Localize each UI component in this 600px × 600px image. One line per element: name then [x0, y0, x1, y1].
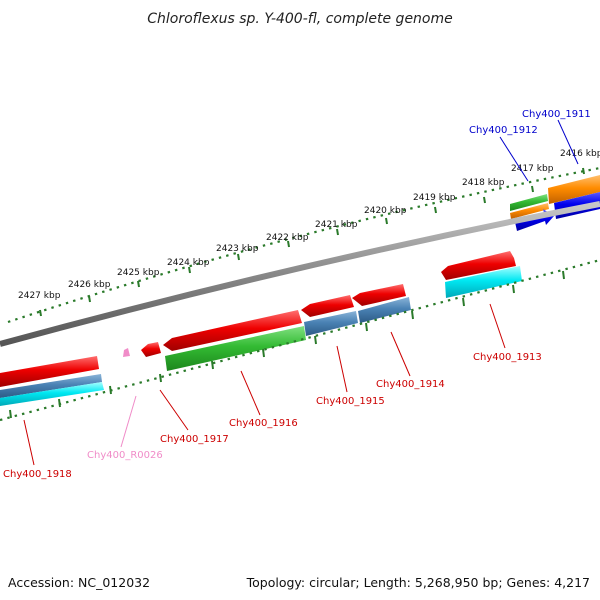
gene-label[interactable]: Chy400_1917: [160, 434, 229, 445]
tick-label: 2416 kbp: [560, 149, 600, 159]
gene-labels: Chy400_1911 Chy400_1912 Chy400_1913 Chy4…: [3, 109, 591, 480]
gene-chy400-1912-orange[interactable]: [510, 203, 549, 219]
accession-text: Accession: NC_012032: [8, 575, 151, 590]
gene-label[interactable]: Chy400_1916: [229, 418, 298, 429]
inner-ruler: [0, 258, 600, 422]
leader-1915: [336, 345, 348, 393]
tick-label: 2424 kbp: [167, 258, 210, 268]
gene-chy400-1916-green[interactable]: [165, 326, 306, 371]
gene-chy400-1915-steel[interactable]: [304, 311, 358, 336]
gene-chy400-1916[interactable]: [163, 310, 302, 351]
tick-label: 2419 kbp: [413, 193, 456, 203]
leader-1911: [557, 119, 579, 165]
genome-backbone: [0, 201, 600, 347]
gene-chy400-1912-green[interactable]: [510, 194, 548, 211]
genome-summary-text: Topology: circular; Length: 5,268,950 bp…: [246, 575, 590, 590]
ruler-tick-labels: 2427 kbp 2426 kbp 2425 kbp 2424 kbp 2423…: [18, 149, 600, 301]
tick-label: 2425 kbp: [117, 268, 160, 278]
tick-label: 2426 kbp: [68, 280, 111, 290]
outer-ruler-major-ticks: [39, 167, 585, 317]
gene-label[interactable]: Chy400_1911: [522, 109, 591, 120]
tick-label: 2427 kbp: [18, 291, 61, 301]
gene-chy400-1911-orange[interactable]: [548, 175, 600, 204]
leader-r0026: [120, 395, 137, 448]
reverse-genes-red: [0, 251, 516, 387]
tick-label: 2420 kbp: [364, 206, 407, 216]
leader-1912: [499, 136, 529, 182]
gene-chy400-1918-steel[interactable]: [0, 374, 102, 398]
tick-label: 2417 kbp: [511, 164, 554, 174]
leader-1914: [390, 331, 411, 377]
leader-1916: [240, 370, 261, 416]
leader-1917: [159, 389, 189, 431]
label-leaders: [23, 119, 579, 466]
tick-label: 2418 kbp: [462, 178, 505, 188]
outer-ruler: [7, 166, 600, 324]
tick-label: 2422 kbp: [266, 233, 309, 243]
gene-chy400-1915[interactable]: [301, 295, 354, 317]
gene-chy400-1914-steel[interactable]: [358, 297, 411, 323]
gene-chy400-1917[interactable]: [141, 342, 161, 357]
inner-ruler-major-ticks: [9, 270, 565, 419]
reverse-genes-lower: [0, 266, 522, 406]
tick-label: 2421 kbp: [315, 220, 358, 230]
map-title: Chloroflexus sp. Y-400-fl, complete geno…: [147, 11, 453, 27]
leader-1918: [23, 419, 35, 466]
gene-chy400-1913[interactable]: [441, 251, 516, 280]
gene-chy400-r0026[interactable]: [123, 348, 130, 357]
gene-chy400-1918[interactable]: [0, 356, 99, 387]
gene-chy400-1913-cyan[interactable]: [445, 266, 522, 298]
gene-label[interactable]: Chy400_1915: [316, 396, 385, 407]
gene-chy400-1918-cyan[interactable]: [0, 382, 104, 406]
tick-label: 2423 kbp: [216, 244, 259, 254]
gene-label[interactable]: Chy400_R0026: [87, 450, 163, 461]
gene-label[interactable]: Chy400_1912: [469, 125, 538, 136]
gene-label[interactable]: Chy400_1918: [3, 469, 72, 480]
leader-1913: [489, 303, 506, 349]
gene-chy400-1914[interactable]: [352, 284, 406, 306]
gene-label[interactable]: Chy400_1913: [473, 352, 542, 363]
gene-label[interactable]: Chy400_1914: [376, 379, 445, 390]
